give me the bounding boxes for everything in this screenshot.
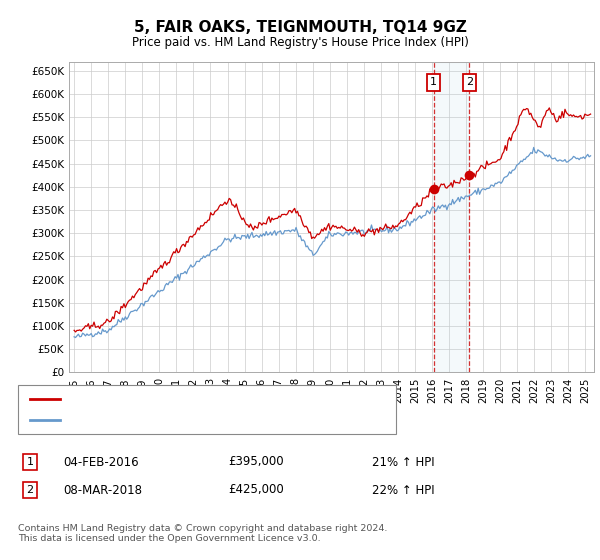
Text: £425,000: £425,000 [228, 483, 284, 497]
Text: 21% ↑ HPI: 21% ↑ HPI [372, 455, 434, 469]
Text: 2: 2 [466, 77, 473, 87]
Text: 5, FAIR OAKS, TEIGNMOUTH, TQ14 9GZ (detached house): 5, FAIR OAKS, TEIGNMOUTH, TQ14 9GZ (deta… [66, 394, 380, 404]
Text: Contains HM Land Registry data © Crown copyright and database right 2024.
This d: Contains HM Land Registry data © Crown c… [18, 524, 388, 543]
Text: 1: 1 [26, 457, 34, 467]
Text: 5, FAIR OAKS, TEIGNMOUTH, TQ14 9GZ: 5, FAIR OAKS, TEIGNMOUTH, TQ14 9GZ [134, 20, 466, 35]
Text: HPI: Average price, detached house, Teignbridge: HPI: Average price, detached house, Teig… [66, 415, 332, 425]
Text: 08-MAR-2018: 08-MAR-2018 [63, 483, 142, 497]
Text: Price paid vs. HM Land Registry's House Price Index (HPI): Price paid vs. HM Land Registry's House … [131, 36, 469, 49]
Bar [434, 62, 469, 372]
Text: £395,000: £395,000 [228, 455, 284, 469]
Text: 1: 1 [430, 77, 437, 87]
Text: 22% ↑ HPI: 22% ↑ HPI [372, 483, 434, 497]
Text: 2: 2 [26, 485, 34, 495]
Text: 04-FEB-2016: 04-FEB-2016 [63, 455, 139, 469]
